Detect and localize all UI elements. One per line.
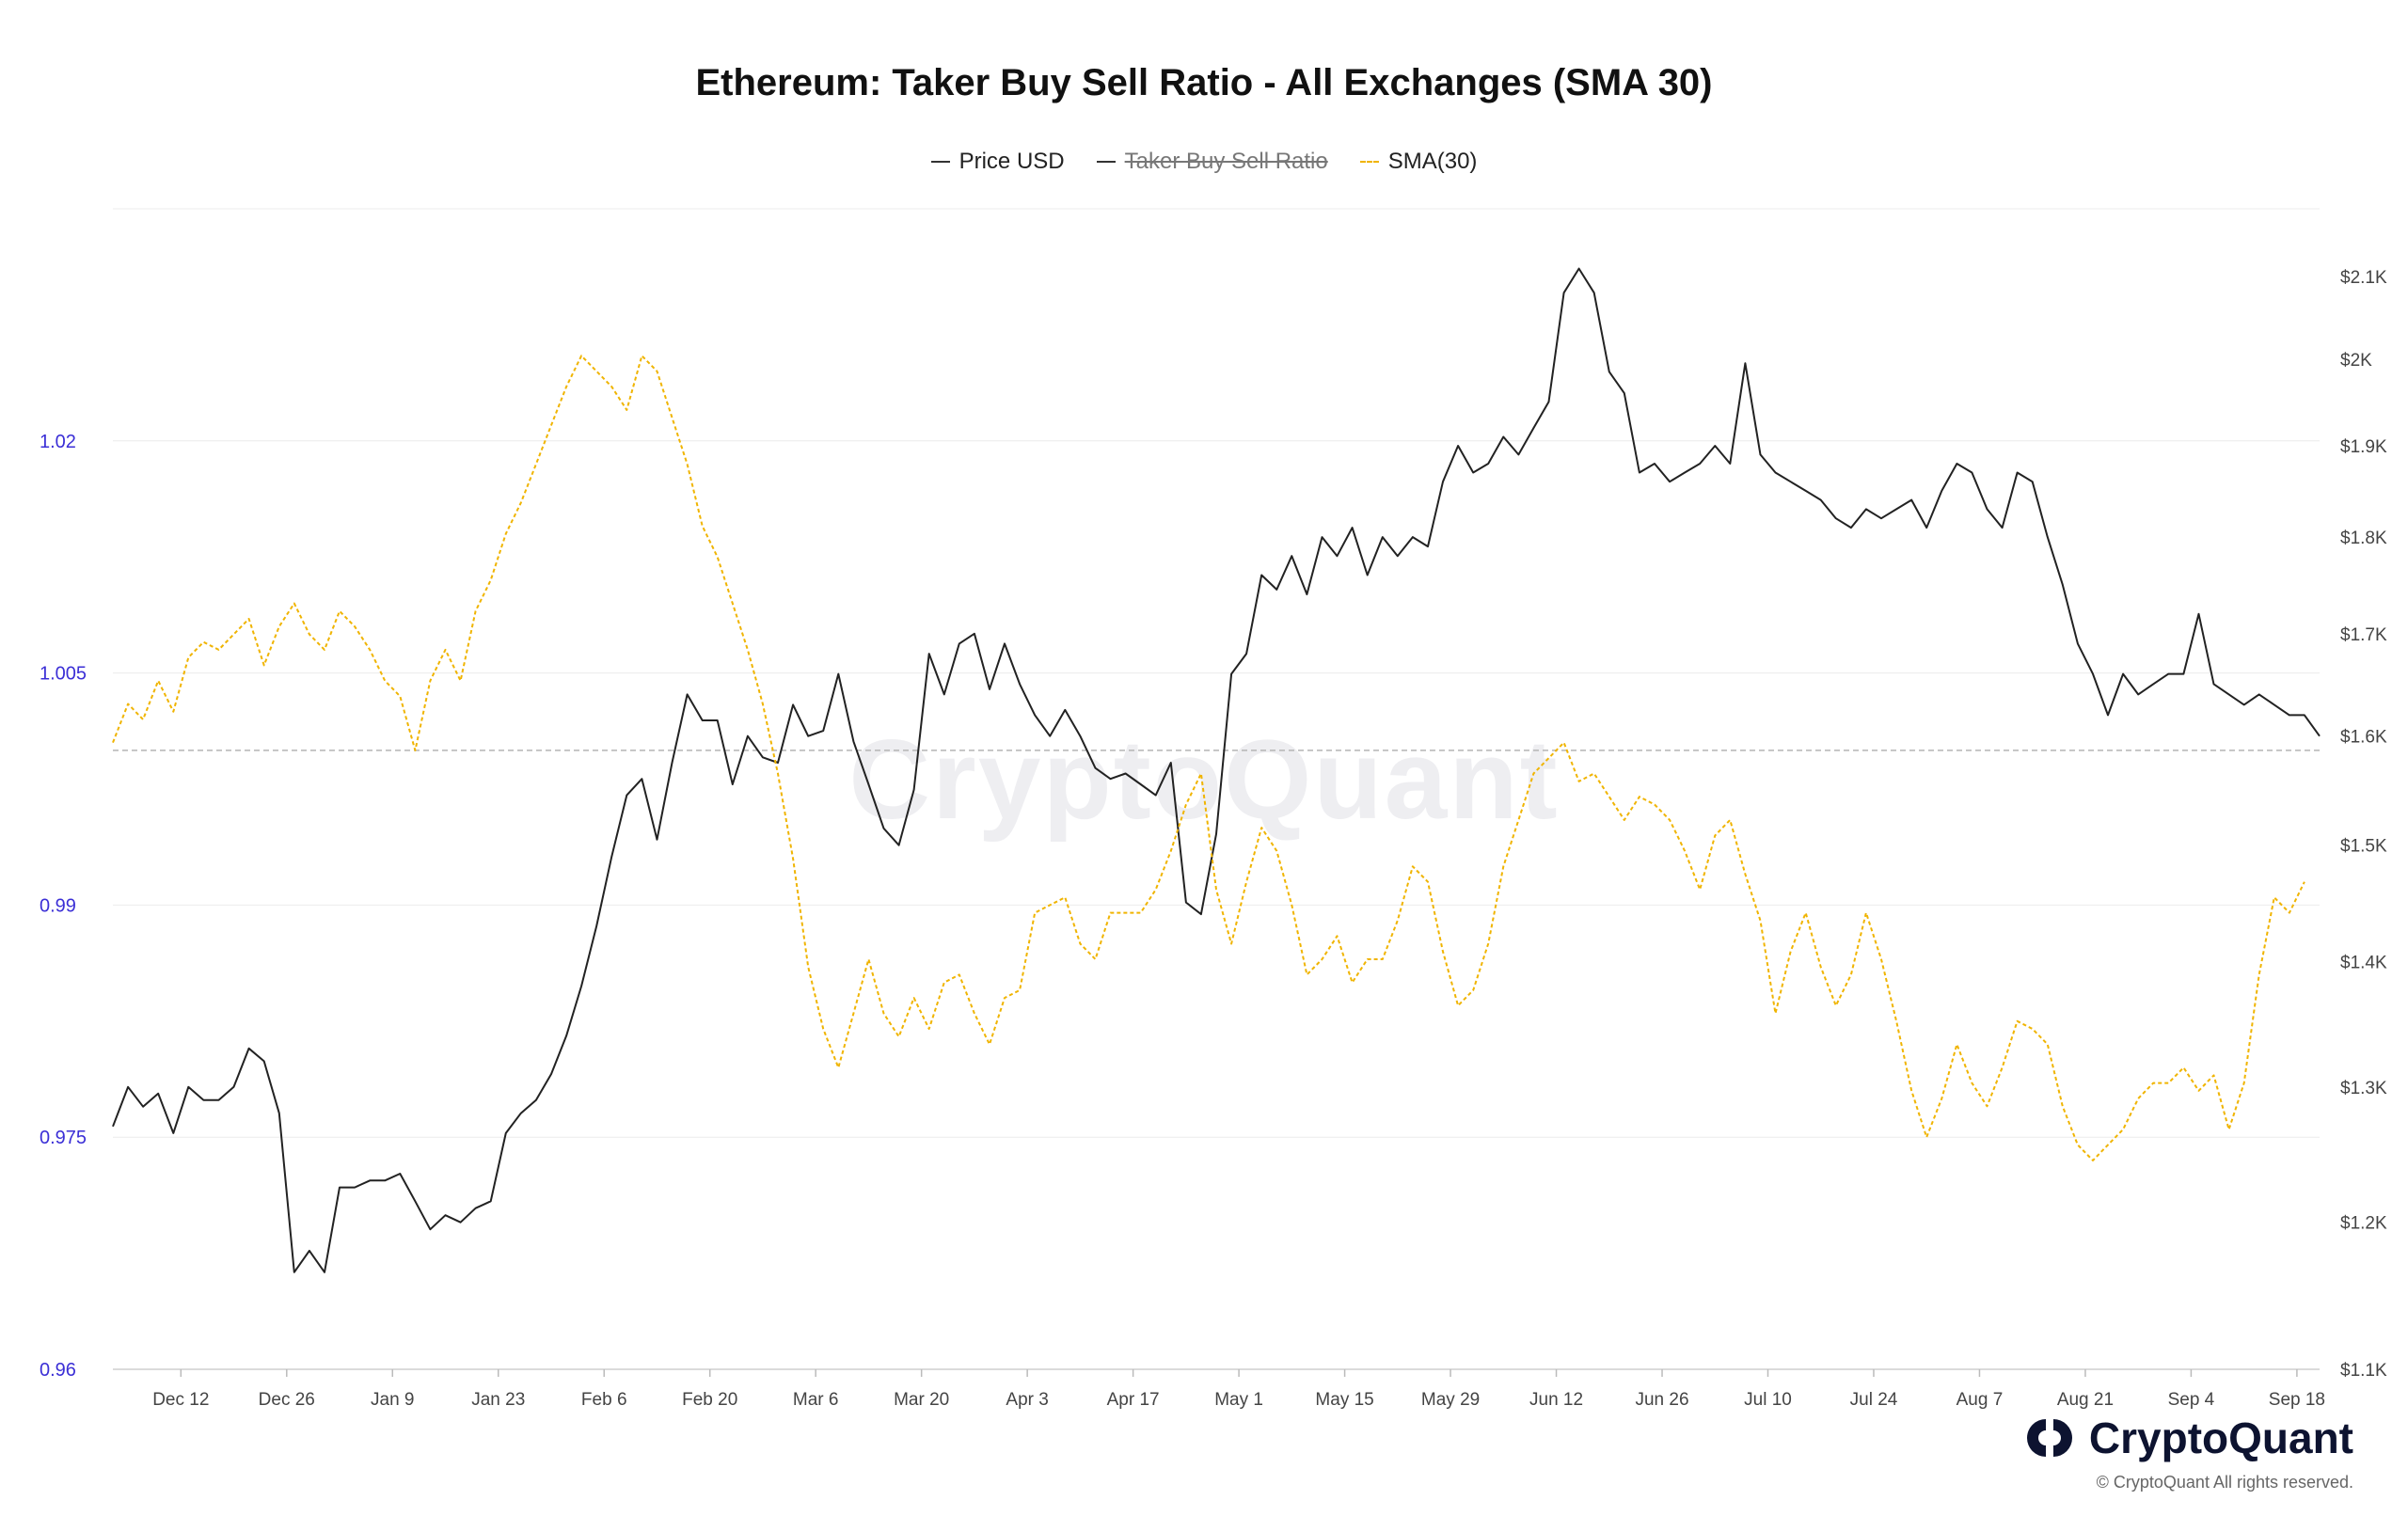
left-tick-label: 0.975	[40, 1128, 87, 1148]
legend-swatch-price-usd	[930, 161, 950, 163]
right-tick-label: $1.7K	[2340, 625, 2387, 645]
right-tick-label: $1.2K	[2340, 1214, 2387, 1234]
brand-logo: CryptoQuant	[2025, 1413, 2353, 1463]
x-tick-label: Apr 17	[1107, 1390, 1160, 1410]
legend-label-price-usd: Price USD	[958, 149, 1065, 174]
x-tick-label: Feb 20	[682, 1390, 737, 1410]
x-tick-label: Dec 12	[152, 1390, 209, 1410]
right-tick-label: $2K	[2340, 351, 2372, 371]
left-tick-label: 0.96	[40, 1360, 76, 1381]
x-tick-label: Feb 6	[581, 1390, 627, 1410]
x-tick-label: Jul 24	[1850, 1390, 1898, 1410]
x-tick-label: Jan 23	[471, 1390, 525, 1410]
legend-swatch-taker-ratio	[1096, 161, 1116, 163]
x-tick-label: Dec 26	[259, 1390, 315, 1410]
right-tick-label: $1.4K	[2340, 954, 2387, 973]
legend-item-sma30[interactable]: SMA(30)	[1359, 149, 1478, 175]
x-tick-label: Jun 26	[1635, 1390, 1688, 1410]
x-tick-label: May 15	[1315, 1390, 1373, 1410]
legend-item-price-usd[interactable]: Price USD	[930, 149, 1065, 175]
right-tick-label: $1.9K	[2340, 437, 2387, 457]
series-line-price-usd	[112, 267, 2321, 1273]
x-tick-label: Mar 6	[793, 1390, 839, 1410]
chart-legend: Price USD Taker Buy Sell Ratio SMA(30)	[0, 149, 2408, 175]
right-tick-label: $2.1K	[2340, 268, 2387, 288]
x-tick-label: Aug 21	[2057, 1390, 2114, 1410]
x-tick-label: Jul 10	[1744, 1390, 1792, 1410]
x-tick-label: Jan 9	[371, 1390, 414, 1410]
legend-label-taker-ratio: Taker Buy Sell Ratio	[1124, 149, 1328, 174]
right-tick-label: $1.6K	[2340, 728, 2387, 748]
x-tick-label: May 1	[1214, 1390, 1263, 1410]
legend-swatch-sma30	[1359, 161, 1379, 163]
x-tick-label: Mar 20	[894, 1390, 949, 1410]
right-tick-label: $1.3K	[2340, 1079, 2387, 1098]
left-tick-label: 1.02	[40, 432, 76, 452]
watermark: CryptoQuant	[848, 717, 1560, 843]
copyright-text: © CryptoQuant All rights reserved.	[2096, 1473, 2353, 1492]
right-tick-label: $1.5K	[2340, 837, 2387, 857]
legend-item-taker-buy-sell-ratio[interactable]: Taker Buy Sell Ratio	[1096, 149, 1328, 175]
cryptoquant-logo-icon	[2025, 1417, 2076, 1459]
x-tick-label: Sep 4	[2168, 1390, 2215, 1410]
right-tick-label: $1.1K	[2340, 1361, 2387, 1381]
left-tick-label: 1.005	[40, 664, 87, 685]
legend-label-sma30: SMA(30)	[1387, 149, 1478, 174]
x-tick-label: Jun 12	[1529, 1390, 1583, 1410]
brand-name: CryptoQuant	[2088, 1413, 2353, 1462]
right-tick-label: $1.8K	[2340, 529, 2387, 548]
series-line-sma-30-	[112, 355, 2305, 1161]
x-tick-label: Aug 7	[1956, 1390, 2004, 1410]
x-tick-label: Sep 18	[2269, 1390, 2325, 1410]
x-tick-label: May 29	[1421, 1390, 1480, 1410]
x-tick-label: Apr 3	[1006, 1390, 1048, 1410]
chart-title: Ethereum: Taker Buy Sell Ratio - All Exc…	[695, 62, 1713, 103]
left-tick-label: 0.99	[40, 895, 76, 916]
